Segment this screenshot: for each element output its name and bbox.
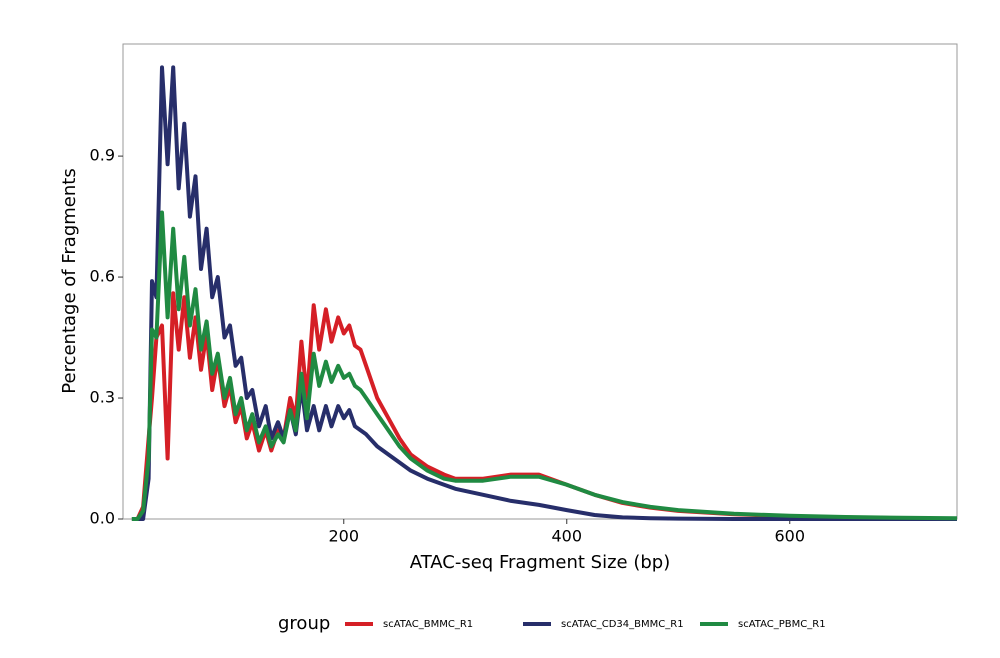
x-tick-label: 400 bbox=[551, 527, 582, 546]
legend-label: scATAC_PBMC_R1 bbox=[738, 619, 826, 630]
plot-border bbox=[122, 43, 958, 520]
legend-label: scATAC_BMMC_R1 bbox=[383, 619, 473, 630]
y-tick-label: 0.0 bbox=[90, 509, 115, 528]
series-line bbox=[131, 291, 958, 521]
x-axis-label: ATAC-seq Fragment Size (bp) bbox=[410, 552, 670, 573]
x-tick-label: 200 bbox=[328, 527, 359, 546]
series-line bbox=[131, 210, 958, 521]
y-tick-label: 0.6 bbox=[90, 267, 115, 286]
y-axis-label: Percentage of Fragments bbox=[59, 168, 80, 393]
y-tick-label: 0.9 bbox=[90, 146, 115, 165]
legend-title: group bbox=[278, 613, 330, 634]
x-tick-label: 600 bbox=[774, 527, 805, 546]
y-tick-label: 0.3 bbox=[90, 388, 115, 407]
legend-label: scATAC_CD34_BMMC_R1 bbox=[561, 619, 684, 630]
series-line bbox=[131, 65, 957, 521]
